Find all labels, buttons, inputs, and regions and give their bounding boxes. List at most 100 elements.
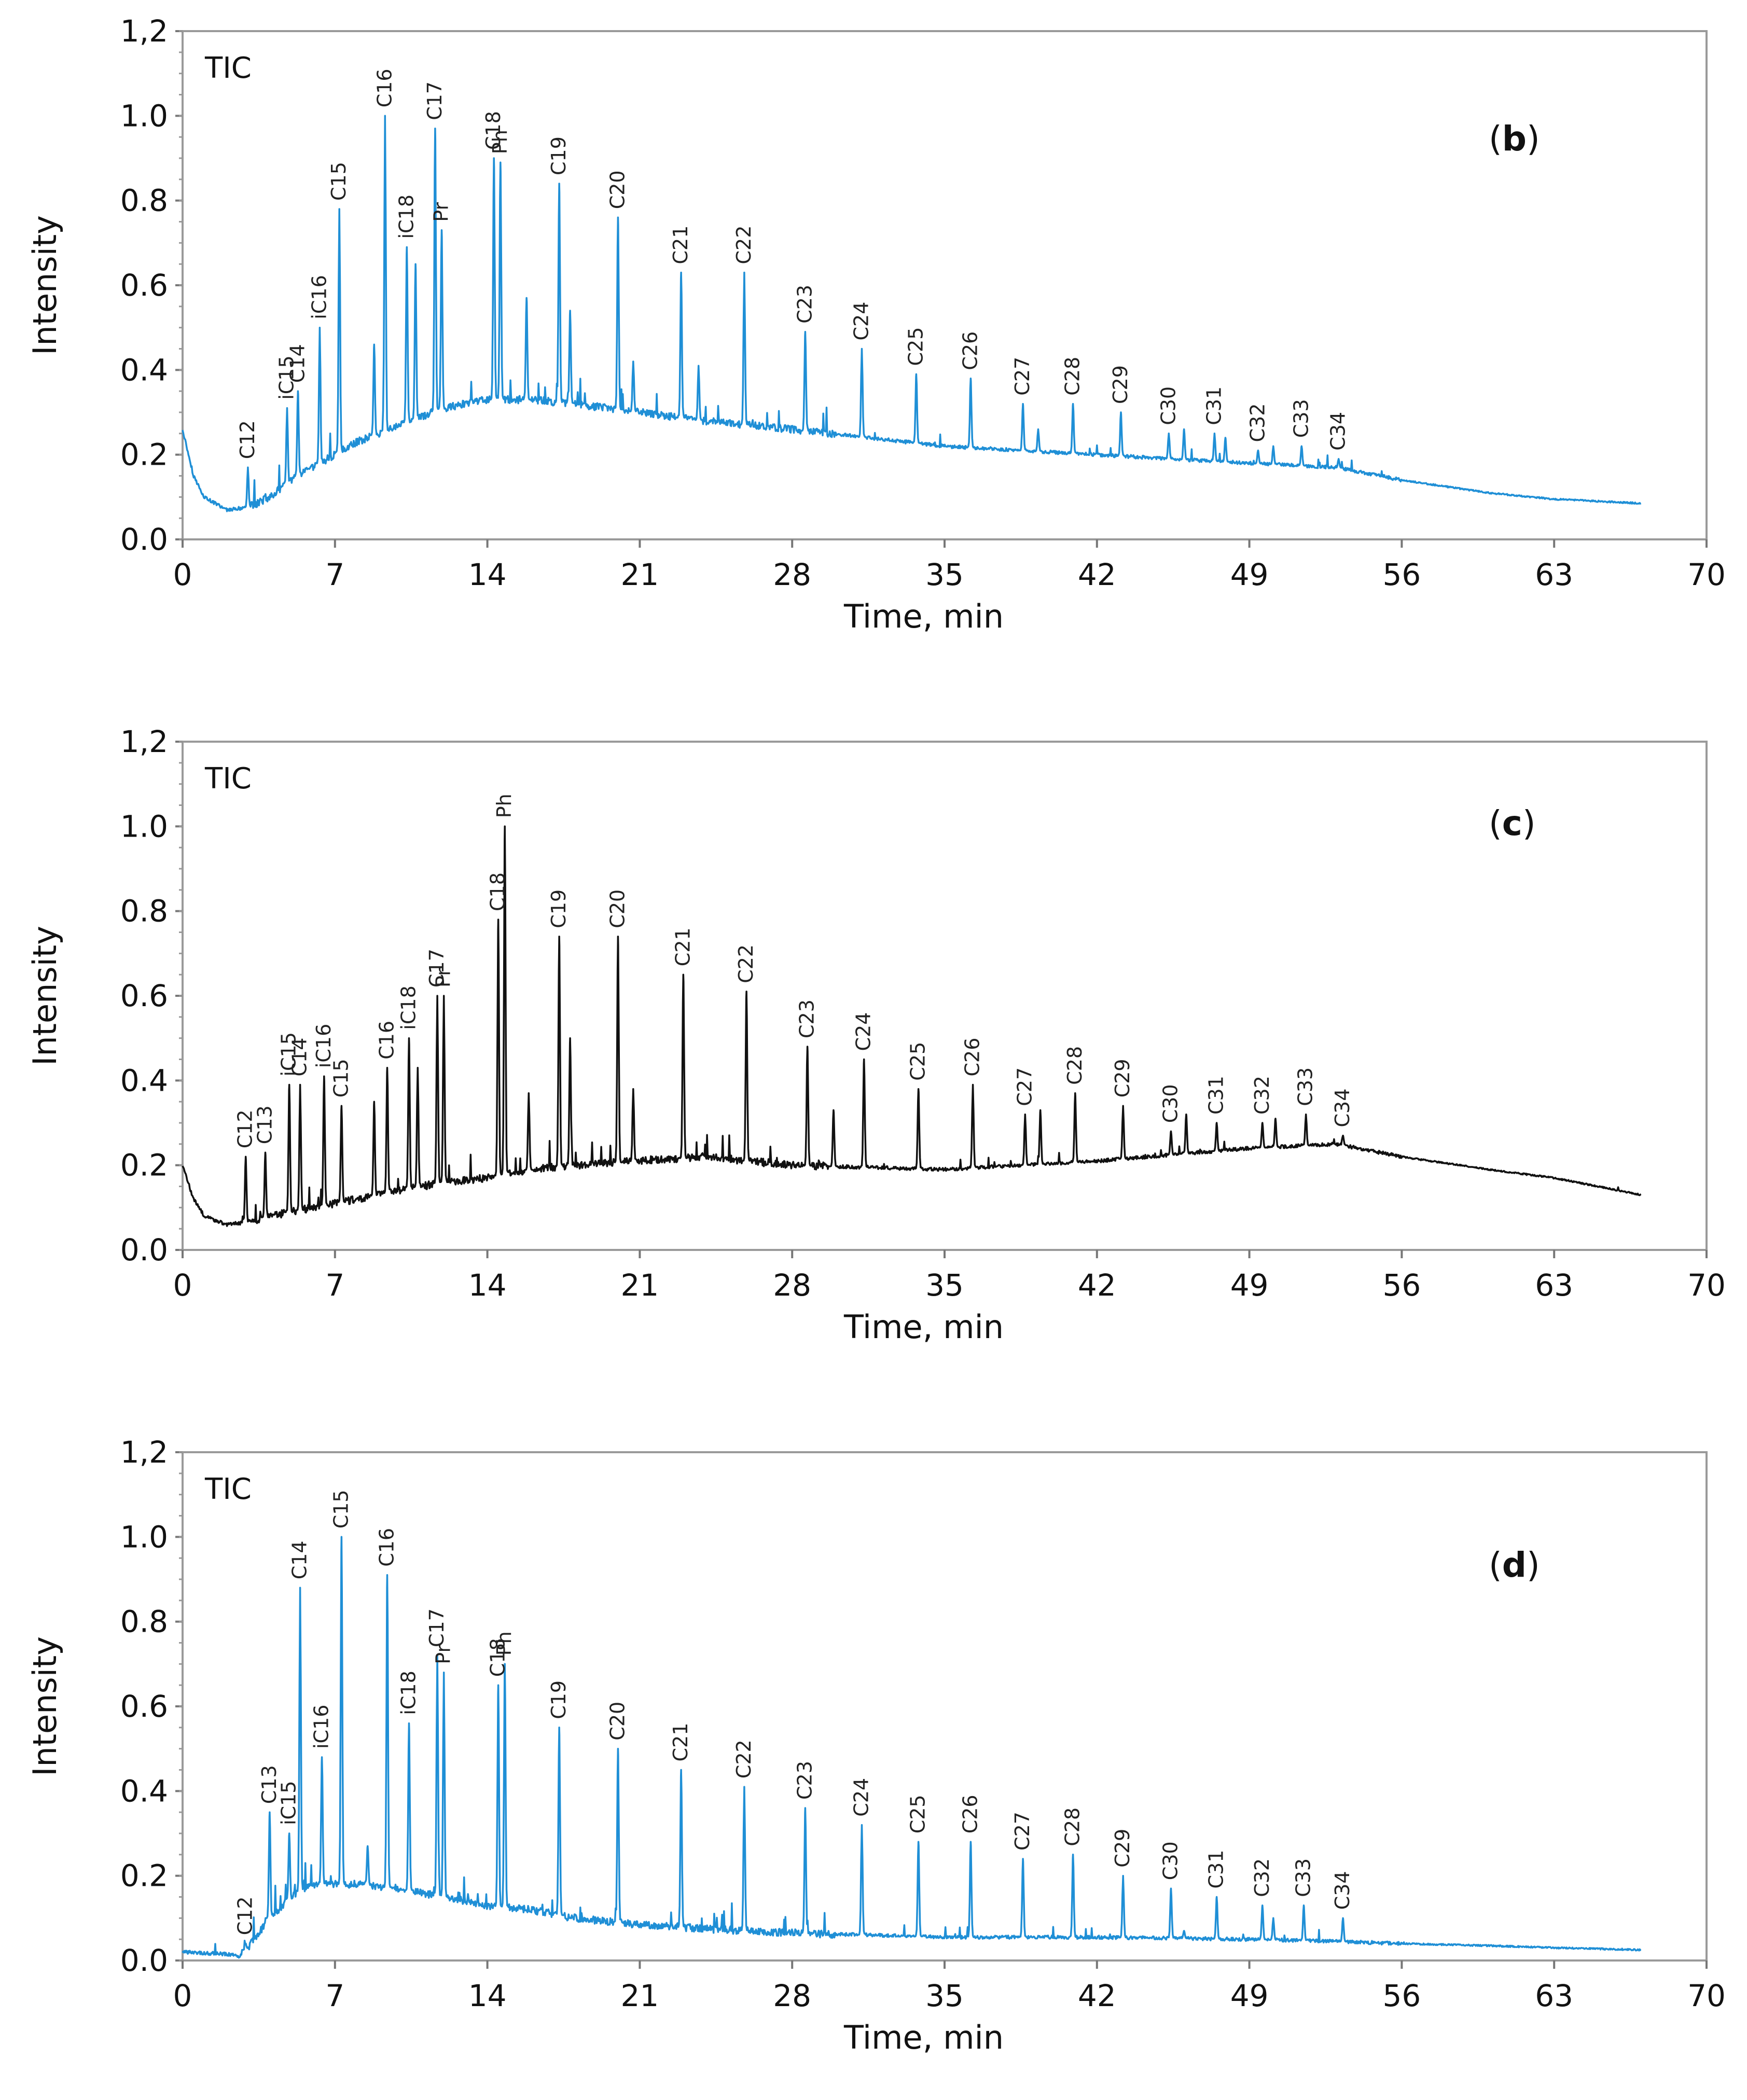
peak-label: Ph	[493, 1631, 516, 1656]
x-tick-label: 56	[1382, 1268, 1421, 1303]
peak-apex	[434, 128, 436, 130]
tic-label: TIC	[204, 1472, 252, 1506]
peak-label: C30	[1159, 1841, 1182, 1880]
peak-apex	[969, 1841, 972, 1843]
peak-apex	[297, 390, 299, 392]
peak-apex	[367, 1845, 369, 1847]
peak-label: C20	[606, 889, 629, 928]
peak-apex	[743, 1786, 745, 1788]
x-tick-label: 28	[773, 1268, 811, 1303]
peak-apex	[1213, 433, 1215, 435]
y-tick-label: 1.0	[120, 98, 168, 133]
y-tick-label: 0.0	[120, 1943, 168, 1978]
peak-apex	[269, 1811, 271, 1813]
peak-label: C17	[425, 949, 448, 988]
panel-tag-open: (	[1489, 1545, 1502, 1585]
x-tick-label: 70	[1687, 557, 1726, 592]
peak-label: C14	[288, 1038, 311, 1077]
peak-apex	[245, 1156, 247, 1158]
peak-apex	[1072, 403, 1074, 405]
peak-label: iC15	[278, 1781, 300, 1825]
peak-label: C13	[258, 1765, 281, 1804]
x-tick-label: 70	[1687, 1978, 1726, 2013]
y-tick-label: 0.8	[120, 1604, 168, 1639]
peak-apex	[1122, 1875, 1124, 1877]
peak-label: C26	[959, 331, 981, 370]
peak-apex	[440, 229, 442, 231]
peak-label: C34	[1327, 412, 1350, 451]
x-tick-label: 63	[1535, 1978, 1573, 2013]
peak-apex	[918, 1088, 920, 1090]
peak-apex	[408, 1037, 410, 1039]
plot-frame	[182, 30, 1708, 540]
peak-label: C21	[671, 927, 694, 966]
peak-label: C27	[1011, 357, 1034, 396]
peak-label: C30	[1159, 1084, 1182, 1123]
peak-label: C21	[669, 226, 692, 265]
tic-label: TIC	[204, 762, 252, 796]
peak-apex	[1074, 1092, 1076, 1094]
peak-apex	[497, 919, 500, 921]
peak-apex	[698, 365, 700, 367]
peak-label: C28	[1061, 1807, 1084, 1846]
peak-apex	[1216, 1122, 1218, 1124]
peak-apex	[299, 1587, 301, 1589]
peak-apex	[558, 1727, 560, 1729]
peak-label: C27	[1011, 1812, 1034, 1851]
x-tick-label: 56	[1382, 557, 1421, 592]
panel-tag-close: )	[1527, 1545, 1540, 1585]
y-axis-label: Intensity	[26, 1636, 64, 1776]
peak-label: iC18	[397, 1671, 420, 1715]
peak-apex	[247, 466, 249, 468]
peak-label: C26	[961, 1038, 984, 1077]
peak-label: iC18	[395, 194, 418, 239]
peak-apex	[288, 1832, 290, 1834]
peak-label: Pr	[432, 968, 455, 988]
peak-label: C20	[606, 1702, 629, 1741]
peak-apex	[617, 936, 619, 938]
peak-label: C24	[852, 1012, 875, 1051]
peak-apex	[1261, 1122, 1264, 1124]
peak-apex	[386, 1067, 389, 1069]
peak-apex	[1272, 1917, 1274, 1919]
panel-tag-letter: b	[1502, 119, 1527, 159]
peak-apex	[863, 1059, 865, 1060]
peak-apex	[1342, 1917, 1344, 1919]
peak-apex	[414, 263, 417, 265]
peak-apex	[1224, 437, 1226, 439]
peak-apex	[417, 1067, 419, 1069]
y-tick-label: 0.0	[120, 522, 168, 557]
y-tick-label: 0.4	[120, 1063, 168, 1098]
peak-apex	[318, 327, 321, 329]
peak-apex	[807, 1046, 809, 1048]
peak-apex	[436, 1654, 438, 1657]
panel-tag-letter: d	[1502, 1545, 1527, 1585]
chart-panel-d: 0.0 0.2 0.4 0.6 0.8 1.0 1,2 0 7 14 21 28 35 42 49 56 63 7…	[26, 1435, 1726, 2056]
peak-apex	[493, 157, 495, 159]
peak-apex	[406, 246, 408, 248]
peak-label: C19	[547, 1680, 570, 1719]
peak-label: C16	[376, 1528, 398, 1567]
x-axis-label: Time, min	[843, 597, 1004, 635]
peak-label: C24	[850, 302, 873, 341]
peak-apex	[525, 297, 528, 299]
x-tick-label: 35	[925, 1978, 964, 2013]
peak-apex	[972, 1084, 974, 1086]
peak-apex	[1039, 1109, 1042, 1111]
y-tick-label: 0.6	[120, 1689, 168, 1724]
peak-label: C15	[329, 1490, 352, 1528]
y-tick-label: 1,2	[120, 13, 168, 49]
x-tick-label: 42	[1078, 1268, 1116, 1303]
y-tick-label: 1.0	[120, 1519, 168, 1554]
peak-apex	[915, 373, 917, 375]
peak-label: C18	[487, 1638, 509, 1677]
peak-apex	[569, 310, 571, 312]
peak-label: Ph	[493, 794, 516, 818]
peak-label: C14	[288, 1540, 311, 1579]
x-tick-label: 21	[620, 1268, 659, 1303]
peak-label: C31	[1205, 1076, 1228, 1115]
peak-apex	[443, 995, 445, 997]
peak-apex	[1183, 428, 1185, 430]
